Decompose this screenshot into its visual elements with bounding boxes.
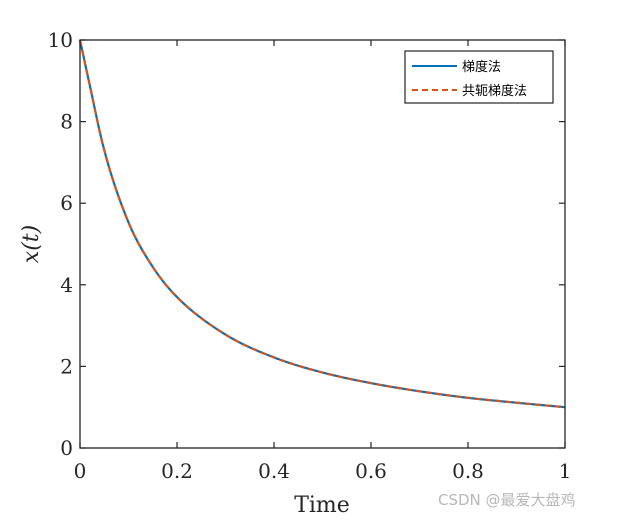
watermark: CSDN @最爱大盘鸡 [438,491,576,509]
y-tick-label: 6 [60,191,73,215]
y-tick-label: 10 [48,28,73,52]
series-line-1 [78,39,566,409]
x-tick-label: 0.4 [258,459,290,483]
legend: 梯度法 共轭梯度法 [404,50,554,104]
x-tick-label: 0.8 [452,459,484,483]
y-tick-label: 2 [60,354,73,378]
legend-label-conjugate-gradient: 共轭梯度法 [462,83,527,99]
series-lines [78,39,566,409]
x-tick-label: 1 [559,459,572,483]
y-tick-label: 8 [60,110,73,134]
legend-box [404,50,554,104]
x-tick-label: 0.6 [355,459,387,483]
x-tick-label: 0 [74,459,87,483]
y-tick-label: 4 [60,273,73,297]
x-tick-labels: 0 0.2 0.4 0.6 0.8 1 [74,459,572,483]
y-tick-label: 0 [60,436,73,460]
x-axis-label: Time [294,493,350,518]
y-axis-label: x(t) [19,225,44,263]
plot-frame [79,39,566,449]
legend-label-gradient: 梯度法 [462,59,501,75]
y-tick-labels: 0 2 4 6 8 10 [48,28,73,460]
x-tick-label: 0.2 [161,459,193,483]
plot-background [80,40,565,448]
